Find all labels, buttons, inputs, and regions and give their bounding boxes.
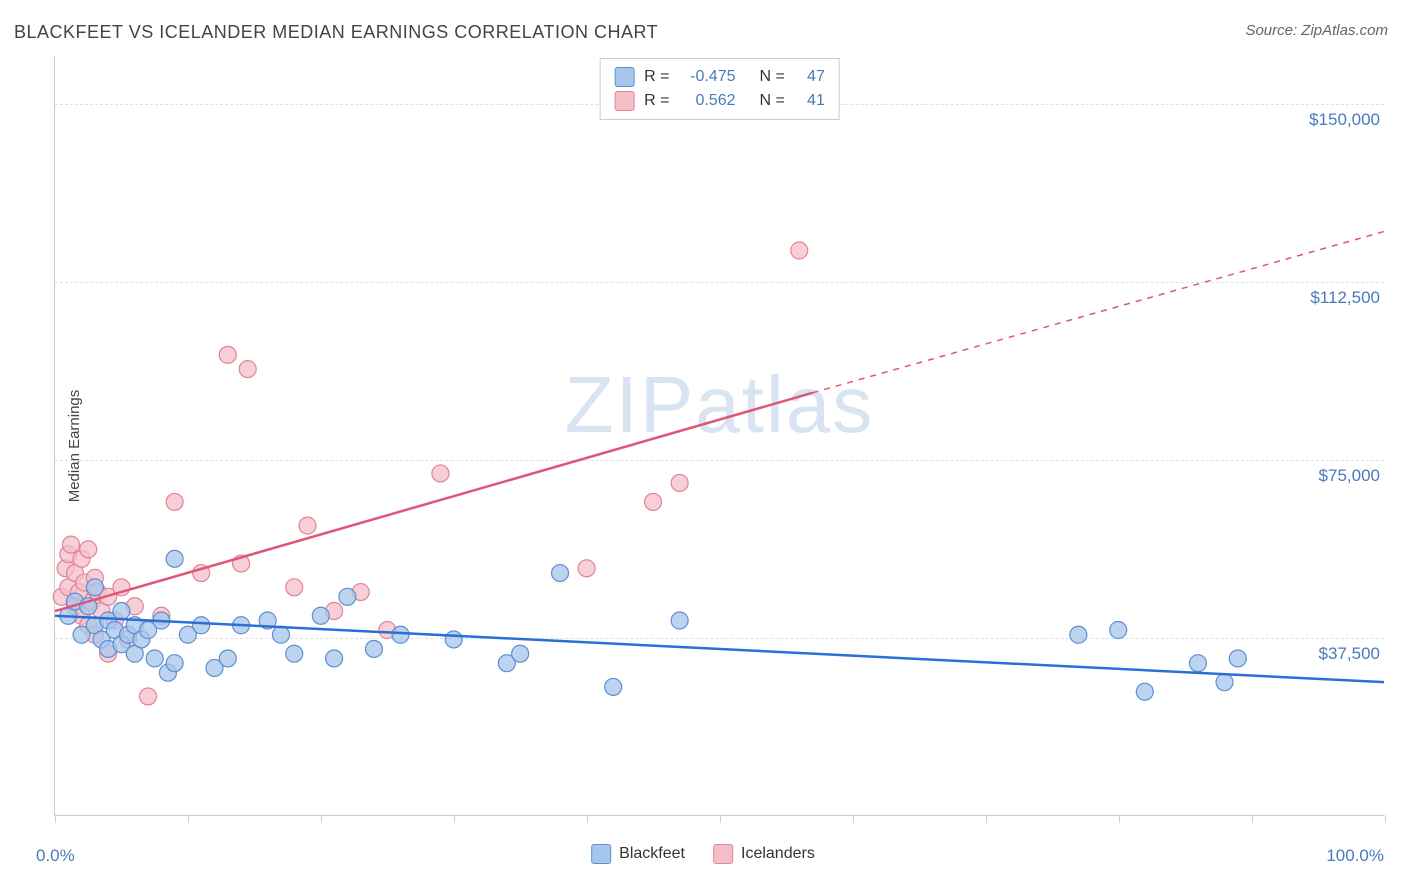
x-axis-min-label: 0.0% xyxy=(36,846,75,866)
plot-area: ZIPatlas $37,500$75,000$112,500$150,000 … xyxy=(54,56,1384,816)
x-tick xyxy=(454,815,455,823)
blackfeet-point xyxy=(219,650,236,667)
blackfeet-point xyxy=(166,655,183,672)
series-legend-item: Blackfeet xyxy=(591,844,685,864)
legend-swatch xyxy=(614,67,634,87)
icelanders-point xyxy=(140,688,157,705)
blackfeet-point xyxy=(146,650,163,667)
blackfeet-point xyxy=(1229,650,1246,667)
legend-n-label: N = xyxy=(760,68,785,86)
blackfeet-point xyxy=(445,631,462,648)
x-tick xyxy=(55,815,56,823)
blackfeet-point xyxy=(1070,626,1087,643)
blackfeet-point xyxy=(113,603,130,620)
legend-swatch xyxy=(713,844,733,864)
series-legend-label: Icelanders xyxy=(741,845,815,863)
blackfeet-point xyxy=(1216,674,1233,691)
icelanders-point xyxy=(432,465,449,482)
legend-n-value: 47 xyxy=(795,68,825,86)
legend-n-label: N = xyxy=(760,92,785,110)
series-legend: Blackfeet Icelanders xyxy=(591,844,815,864)
blackfeet-point xyxy=(1189,655,1206,672)
scatter-svg xyxy=(55,56,1384,815)
legend-swatch xyxy=(591,844,611,864)
blackfeet-point xyxy=(365,640,382,657)
blackfeet-point xyxy=(193,617,210,634)
stats-legend: R = -0.475 N = 47 R = 0.562 N = 41 xyxy=(599,58,840,120)
series-legend-label: Blackfeet xyxy=(619,845,685,863)
legend-r-value: 0.562 xyxy=(680,92,736,110)
icelanders-point xyxy=(791,242,808,259)
icelanders-trendline-dash xyxy=(813,232,1384,393)
blackfeet-point xyxy=(1110,622,1127,639)
stats-legend-row: R = 0.562 N = 41 xyxy=(614,89,825,113)
blackfeet-point xyxy=(512,645,529,662)
blackfeet-point xyxy=(552,565,569,582)
x-tick xyxy=(853,815,854,823)
blackfeet-point xyxy=(1136,683,1153,700)
icelanders-point xyxy=(286,579,303,596)
x-tick xyxy=(1252,815,1253,823)
blackfeet-point xyxy=(605,678,622,695)
legend-swatch xyxy=(614,91,634,111)
x-tick xyxy=(720,815,721,823)
icelanders-point xyxy=(166,493,183,510)
icelanders-point xyxy=(578,560,595,577)
icelanders-point xyxy=(671,474,688,491)
blackfeet-point xyxy=(272,626,289,643)
icelanders-point xyxy=(299,517,316,534)
icelanders-point xyxy=(80,541,97,558)
x-tick xyxy=(188,815,189,823)
legend-r-label: R = xyxy=(644,68,669,86)
blackfeet-point xyxy=(392,626,409,643)
icelanders-point xyxy=(239,361,256,378)
blackfeet-point xyxy=(312,607,329,624)
legend-r-label: R = xyxy=(644,92,669,110)
chart-source: Source: ZipAtlas.com xyxy=(1245,22,1388,39)
x-tick xyxy=(587,815,588,823)
x-tick xyxy=(1385,815,1386,823)
icelanders-point xyxy=(62,536,79,553)
blackfeet-point xyxy=(326,650,343,667)
x-axis-max-label: 100.0% xyxy=(1326,846,1384,866)
chart-container: BLACKFEET VS ICELANDER MEDIAN EARNINGS C… xyxy=(0,0,1406,892)
stats-legend-row: R = -0.475 N = 47 xyxy=(614,65,825,89)
blackfeet-point xyxy=(671,612,688,629)
x-tick xyxy=(986,815,987,823)
chart-title: BLACKFEET VS ICELANDER MEDIAN EARNINGS C… xyxy=(14,22,658,43)
legend-r-value: -0.475 xyxy=(680,68,736,86)
blackfeet-point xyxy=(86,579,103,596)
x-tick xyxy=(321,815,322,823)
icelanders-point xyxy=(645,493,662,510)
x-tick xyxy=(1119,815,1120,823)
icelanders-point xyxy=(219,346,236,363)
blackfeet-point xyxy=(339,588,356,605)
blackfeet-trendline xyxy=(55,616,1384,682)
series-legend-item: Icelanders xyxy=(713,844,815,864)
legend-n-value: 41 xyxy=(795,92,825,110)
blackfeet-point xyxy=(166,550,183,567)
blackfeet-point xyxy=(286,645,303,662)
